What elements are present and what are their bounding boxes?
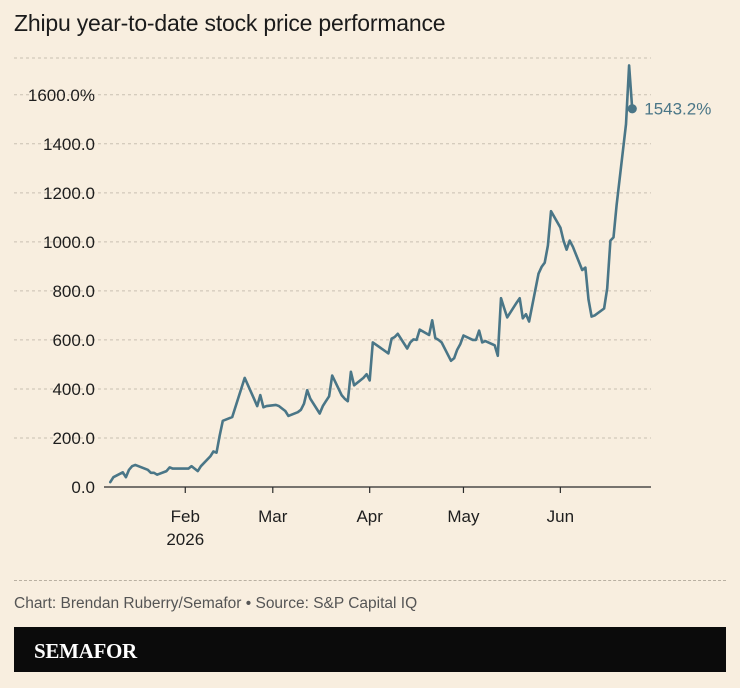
y-tick-label: 200.0 xyxy=(52,429,95,448)
gridlines xyxy=(14,57,651,439)
y-tick-label: 600.0 xyxy=(52,331,95,350)
series: 1543.2% xyxy=(109,64,711,484)
x-tick-sublabel: 2026 xyxy=(166,530,204,549)
y-tick-label: 1600.0% xyxy=(28,86,95,105)
x-tick-label: Apr xyxy=(356,507,383,526)
end-point-marker xyxy=(627,104,637,114)
x-tick-label: Feb xyxy=(171,507,200,526)
x-axis-labels: Feb 2026 Mar Apr May Jun xyxy=(166,507,574,549)
x-tick-label: May xyxy=(447,507,480,526)
x-tick-label: Mar xyxy=(258,507,288,526)
x-axis xyxy=(104,486,651,493)
source-credit: Chart: Brendan Ruberry/Semafor • Source:… xyxy=(14,595,418,612)
y-tick-label: 1400.0 xyxy=(43,135,95,154)
line-chart: 0.0 200.0 400.0 600.0 800.0 1000.0 1200.0 1400.… xyxy=(14,57,711,549)
end-value-label: 1543.2% xyxy=(644,100,711,119)
series-line xyxy=(109,64,634,484)
brand-logo: SEMAFOR xyxy=(34,639,137,663)
y-tick-label: 800.0 xyxy=(52,282,95,301)
chart-title: Zhipu year-to-date stock price performan… xyxy=(14,10,446,36)
x-tick-label: Jun xyxy=(547,507,574,526)
brand-bar: SEMAFOR xyxy=(14,627,726,672)
y-tick-label: 1200.0 xyxy=(43,184,95,203)
y-tick-label: 0.0 xyxy=(71,478,95,497)
footer-divider xyxy=(14,580,726,581)
y-tick-label: 400.0 xyxy=(52,380,95,399)
y-tick-label: 1000.0 xyxy=(43,233,95,252)
y-axis-labels: 0.0 200.0 400.0 600.0 800.0 1000.0 1200.0 1400.… xyxy=(28,86,95,497)
